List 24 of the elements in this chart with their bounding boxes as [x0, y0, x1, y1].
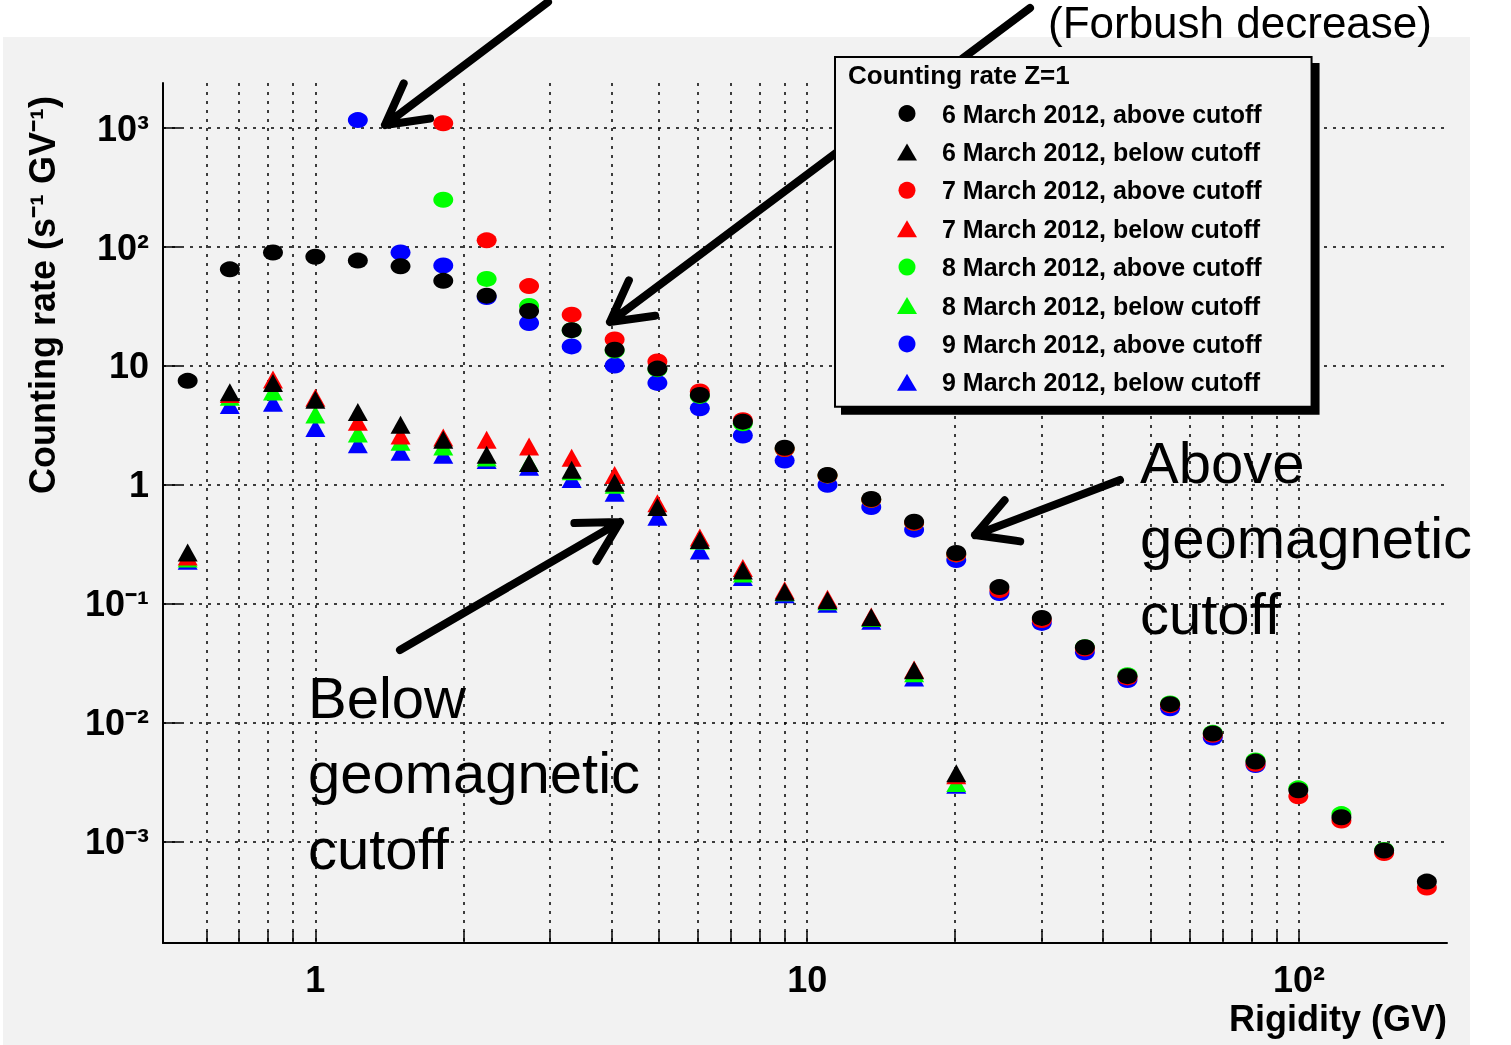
legend-title: Counting rate Z=1	[848, 60, 1070, 90]
legend-label: 9 March 2012, below cutoff	[942, 368, 1261, 397]
annotation: Above geomagnetic cutoff	[1140, 429, 1474, 648]
legend-label: 7 March 2012, below cutoff	[942, 214, 1261, 243]
legend-label: 6 March 2012, above cutoff	[942, 99, 1263, 128]
x-tick-label: 10	[787, 958, 828, 1000]
legend-label: 6 March 2012, below cutoff	[942, 137, 1261, 166]
annotation: Below geomagnetic cutoff	[308, 664, 642, 883]
y-tick-label: 1	[128, 464, 149, 506]
legend-label: 7 March 2012, above cutoff	[942, 176, 1263, 205]
y-tick-label: 10²	[96, 226, 150, 268]
y-tick-label: 10³	[96, 107, 150, 149]
x-tick-label: 1	[305, 958, 326, 1000]
x-axis-title: Rigidity (GV)	[1229, 997, 1447, 1039]
y-tick-label: 10⁻¹	[84, 583, 149, 625]
y-tick-label: 10	[108, 345, 149, 387]
legend-label: 8 March 2012, above cutoff	[942, 253, 1263, 282]
y-tick-label: 10⁻²	[84, 702, 150, 744]
legend-label: 8 March 2012, below cutoff	[942, 291, 1261, 320]
legend-label: 9 March 2012, above cutoff	[942, 329, 1263, 358]
x-tick-label: 10²	[1272, 958, 1325, 1000]
y-tick-label: 10⁻³	[84, 820, 150, 862]
text: (Forbush decrease)	[1048, 0, 1433, 49]
y-axis-title: Counting rate (s⁻¹ GV⁻¹)	[21, 96, 63, 494]
